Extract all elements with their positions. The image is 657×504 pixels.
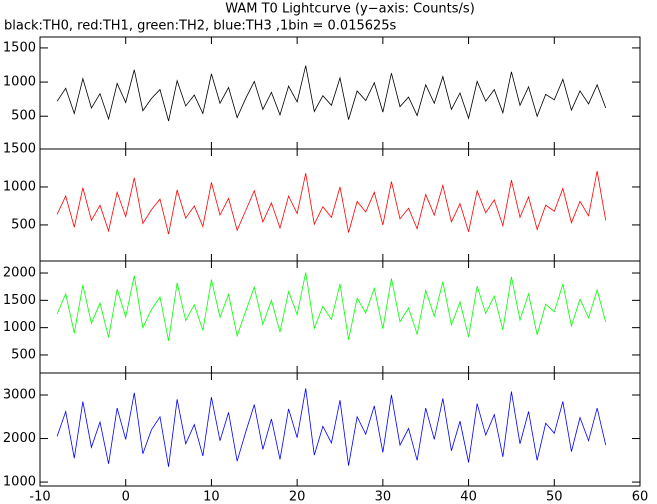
y-tick-label: 500 xyxy=(11,109,36,124)
y-tick-label: 1500 xyxy=(3,40,36,55)
lightcurve xyxy=(56,272,607,341)
x-tick-label: 50 xyxy=(546,490,563,504)
lightcurve xyxy=(56,65,607,122)
chart-title: WAM T0 Lightcurve (y−axis: Counts/s) xyxy=(225,2,475,17)
y-tick-label: 500 xyxy=(11,217,36,232)
panel-frame xyxy=(39,260,641,374)
y-tick-label: 1000 xyxy=(3,320,36,335)
y-tick-label: 1000 xyxy=(3,475,36,490)
y-tick-label: 3000 xyxy=(3,387,36,402)
panel-frame xyxy=(39,372,641,487)
y-tick-label: 1500 xyxy=(3,142,36,157)
x-tick-label: 40 xyxy=(460,490,477,504)
x-tick-label: 10 xyxy=(203,490,220,504)
y-tick-label: 1500 xyxy=(3,293,36,308)
y-tick-label: 2000 xyxy=(3,431,36,446)
lightcurve xyxy=(56,170,607,235)
y-tick-label: 1000 xyxy=(3,179,36,194)
x-tick-label: -10 xyxy=(29,490,50,504)
y-tick-label: 2000 xyxy=(3,266,36,281)
panel-frame xyxy=(39,36,641,150)
x-tick-label: 0 xyxy=(122,490,130,504)
chart-subtitle: black:TH0, red:TH1, green:TH2, blue:TH3 … xyxy=(4,19,397,34)
y-tick-label: 500 xyxy=(11,347,36,362)
x-tick-label: 30 xyxy=(375,490,392,504)
panel-frame xyxy=(39,148,641,262)
y-tick-label: 1000 xyxy=(3,75,36,90)
lightcurve xyxy=(56,388,607,467)
x-tick-label: 60 xyxy=(632,490,649,504)
x-tick-label: 20 xyxy=(289,490,306,504)
